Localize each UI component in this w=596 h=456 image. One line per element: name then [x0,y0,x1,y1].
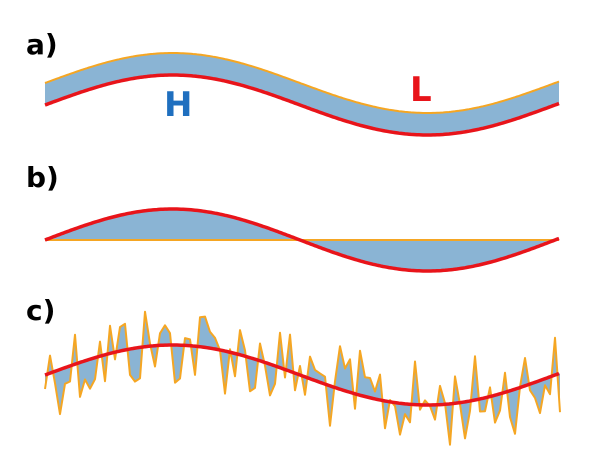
annotation-high: H [164,85,192,125]
panel-label: a) [26,28,58,61]
wave [44,343,560,407]
noisy-line [44,310,561,446]
wave [44,207,560,273]
panel-a [44,52,560,137]
annotation-low: L [410,70,432,110]
lower-line [44,73,560,137]
panel-c [44,310,561,446]
band [45,53,559,135]
panel-label: b) [26,161,59,194]
upper-line [44,52,560,114]
panel-label: c) [26,294,55,327]
panel-b [44,207,560,273]
